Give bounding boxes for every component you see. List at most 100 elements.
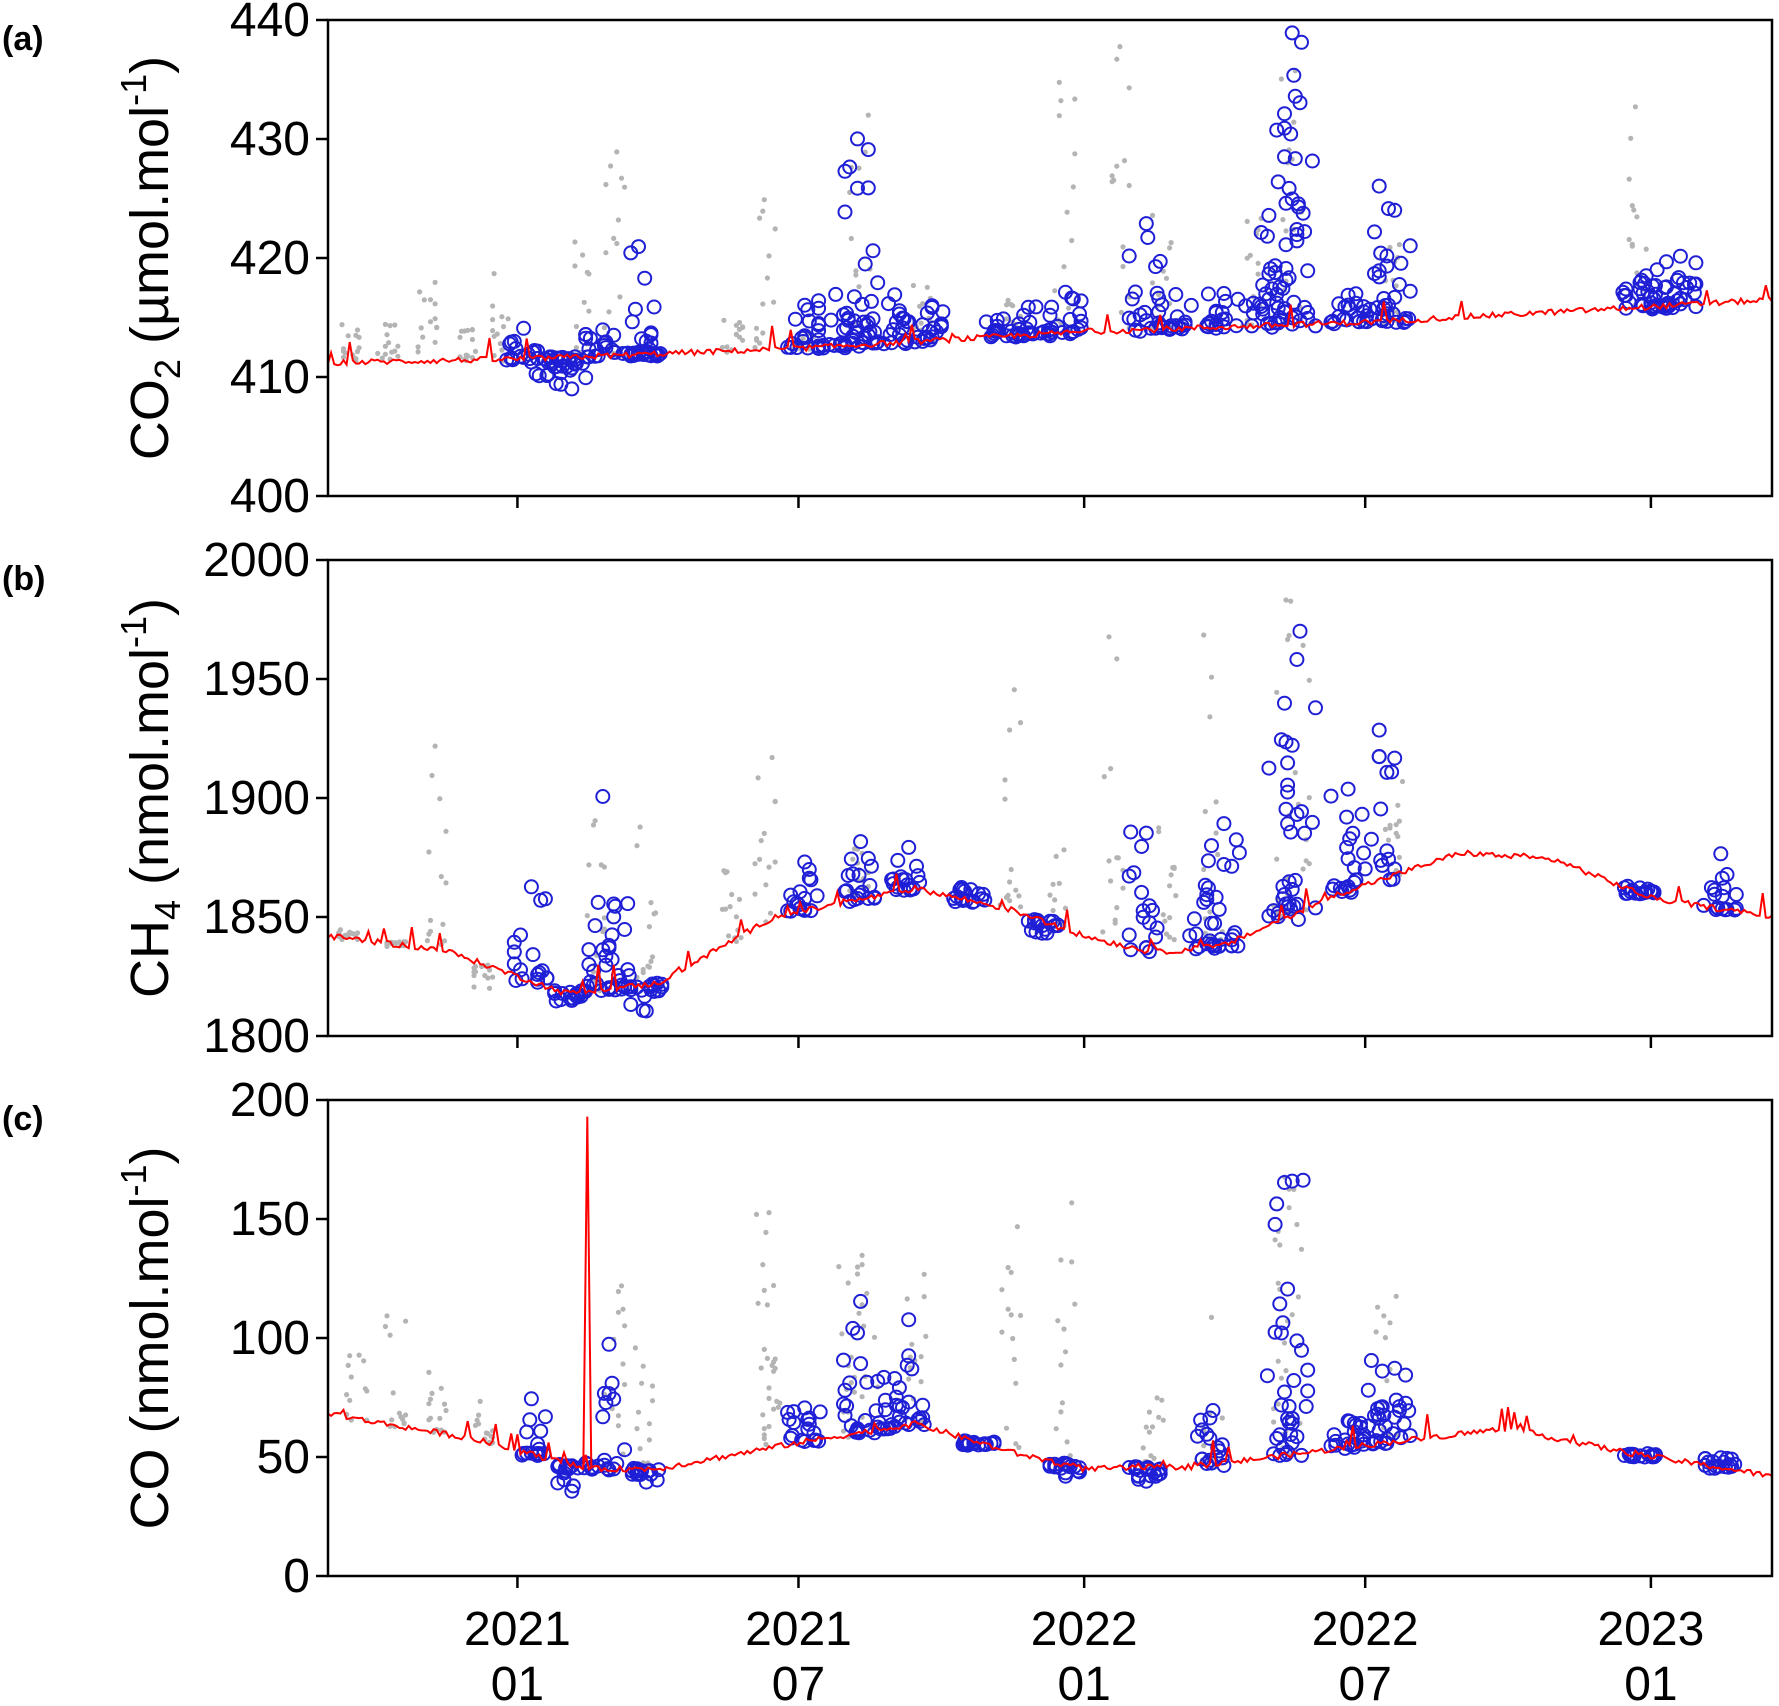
panel-label: (c)	[2, 1100, 44, 1138]
y-tick-label: 1900	[203, 772, 310, 825]
background-point	[719, 344, 726, 351]
background-point	[1106, 634, 1112, 640]
selected-point	[604, 1375, 620, 1391]
background-point	[1274, 856, 1280, 862]
background-point	[840, 1428, 847, 1434]
selected-point	[867, 324, 882, 340]
background-point	[918, 1379, 924, 1385]
background-point	[469, 327, 475, 333]
selected-point	[1295, 205, 1311, 221]
selected-point	[581, 942, 597, 958]
selected-point	[1387, 202, 1403, 218]
selected-point	[1148, 929, 1164, 945]
background-point	[417, 289, 423, 295]
selected-point	[1637, 1449, 1653, 1465]
selected-point	[1261, 908, 1277, 924]
background-point	[1118, 309, 1124, 315]
selected-point	[1280, 777, 1296, 793]
background-point	[615, 1309, 622, 1315]
background-point	[1201, 1443, 1207, 1449]
background-point	[1014, 1224, 1021, 1230]
selected-point	[1231, 845, 1247, 861]
background-point	[592, 818, 598, 824]
background-point	[1163, 931, 1170, 937]
background-point	[1202, 808, 1208, 815]
background-point	[733, 914, 740, 920]
background-point	[1283, 228, 1289, 234]
selected-point	[801, 1416, 817, 1432]
selected-point	[1281, 180, 1297, 196]
background-point	[606, 309, 612, 315]
background-point	[752, 344, 758, 351]
background-point	[761, 1287, 767, 1293]
background-point	[1275, 1401, 1281, 1407]
background-point	[345, 931, 351, 938]
plot-frame	[326, 18, 1774, 498]
background-point	[871, 1334, 878, 1340]
background-point	[646, 964, 653, 970]
background-point	[1160, 912, 1166, 918]
background-point	[1207, 714, 1213, 720]
selected-point	[555, 986, 570, 1001]
selected-point	[1126, 311, 1142, 327]
selected-point	[845, 335, 861, 351]
selected-point	[1280, 816, 1296, 832]
selected-point	[1151, 290, 1167, 306]
selected-point	[506, 944, 522, 960]
selected-point	[845, 866, 861, 882]
selected-point	[1134, 884, 1150, 900]
selected-point	[899, 1357, 915, 1373]
background-point	[382, 321, 388, 327]
selected-point	[1649, 262, 1665, 278]
selected-point	[895, 1400, 910, 1415]
background-point	[850, 856, 856, 862]
selected-point	[533, 1423, 549, 1439]
selected-point	[1124, 291, 1140, 307]
background-point	[917, 303, 923, 309]
selected-point	[1363, 831, 1379, 847]
selected-point	[1138, 940, 1154, 955]
selected-point	[578, 370, 594, 386]
background-point	[1002, 777, 1008, 783]
selected-point	[514, 1447, 530, 1463]
background-point	[490, 974, 496, 980]
background-point	[1017, 1312, 1024, 1319]
selected-point	[1339, 809, 1355, 825]
selected-point	[595, 1409, 611, 1425]
selected-point	[1277, 1384, 1292, 1400]
selected-point	[1193, 1412, 1209, 1428]
baseline-line	[328, 285, 1772, 368]
background-point	[760, 301, 766, 307]
selected-point	[1127, 284, 1143, 300]
background-point	[472, 348, 479, 354]
selected-point	[1273, 1397, 1289, 1413]
selected-point	[806, 1425, 822, 1441]
background-point	[1277, 1242, 1283, 1248]
selected-point	[1384, 764, 1400, 780]
background-point	[1286, 632, 1292, 639]
background-point	[601, 915, 608, 921]
background-point	[1207, 909, 1213, 915]
selected-point	[1658, 254, 1674, 270]
selected-point	[1713, 846, 1729, 862]
background-point	[572, 239, 578, 245]
selected-point	[1292, 95, 1308, 111]
plot-area	[328, 25, 1772, 397]
selected-point	[1300, 263, 1316, 279]
background-point	[1050, 907, 1056, 914]
selected-point	[606, 344, 622, 360]
background-point	[1120, 263, 1126, 270]
selected-point	[860, 142, 876, 158]
background-point	[761, 1346, 767, 1352]
background-point	[1631, 207, 1637, 213]
background-point	[344, 1392, 350, 1398]
selected-point	[1261, 207, 1277, 223]
selected-point	[1371, 722, 1387, 738]
background-point	[427, 297, 434, 303]
background-point	[763, 1441, 769, 1447]
selected-point	[935, 304, 951, 320]
selected-point	[1205, 1403, 1221, 1418]
background-point	[339, 322, 345, 328]
background-point	[1148, 1453, 1154, 1459]
background-point	[1069, 1200, 1075, 1206]
